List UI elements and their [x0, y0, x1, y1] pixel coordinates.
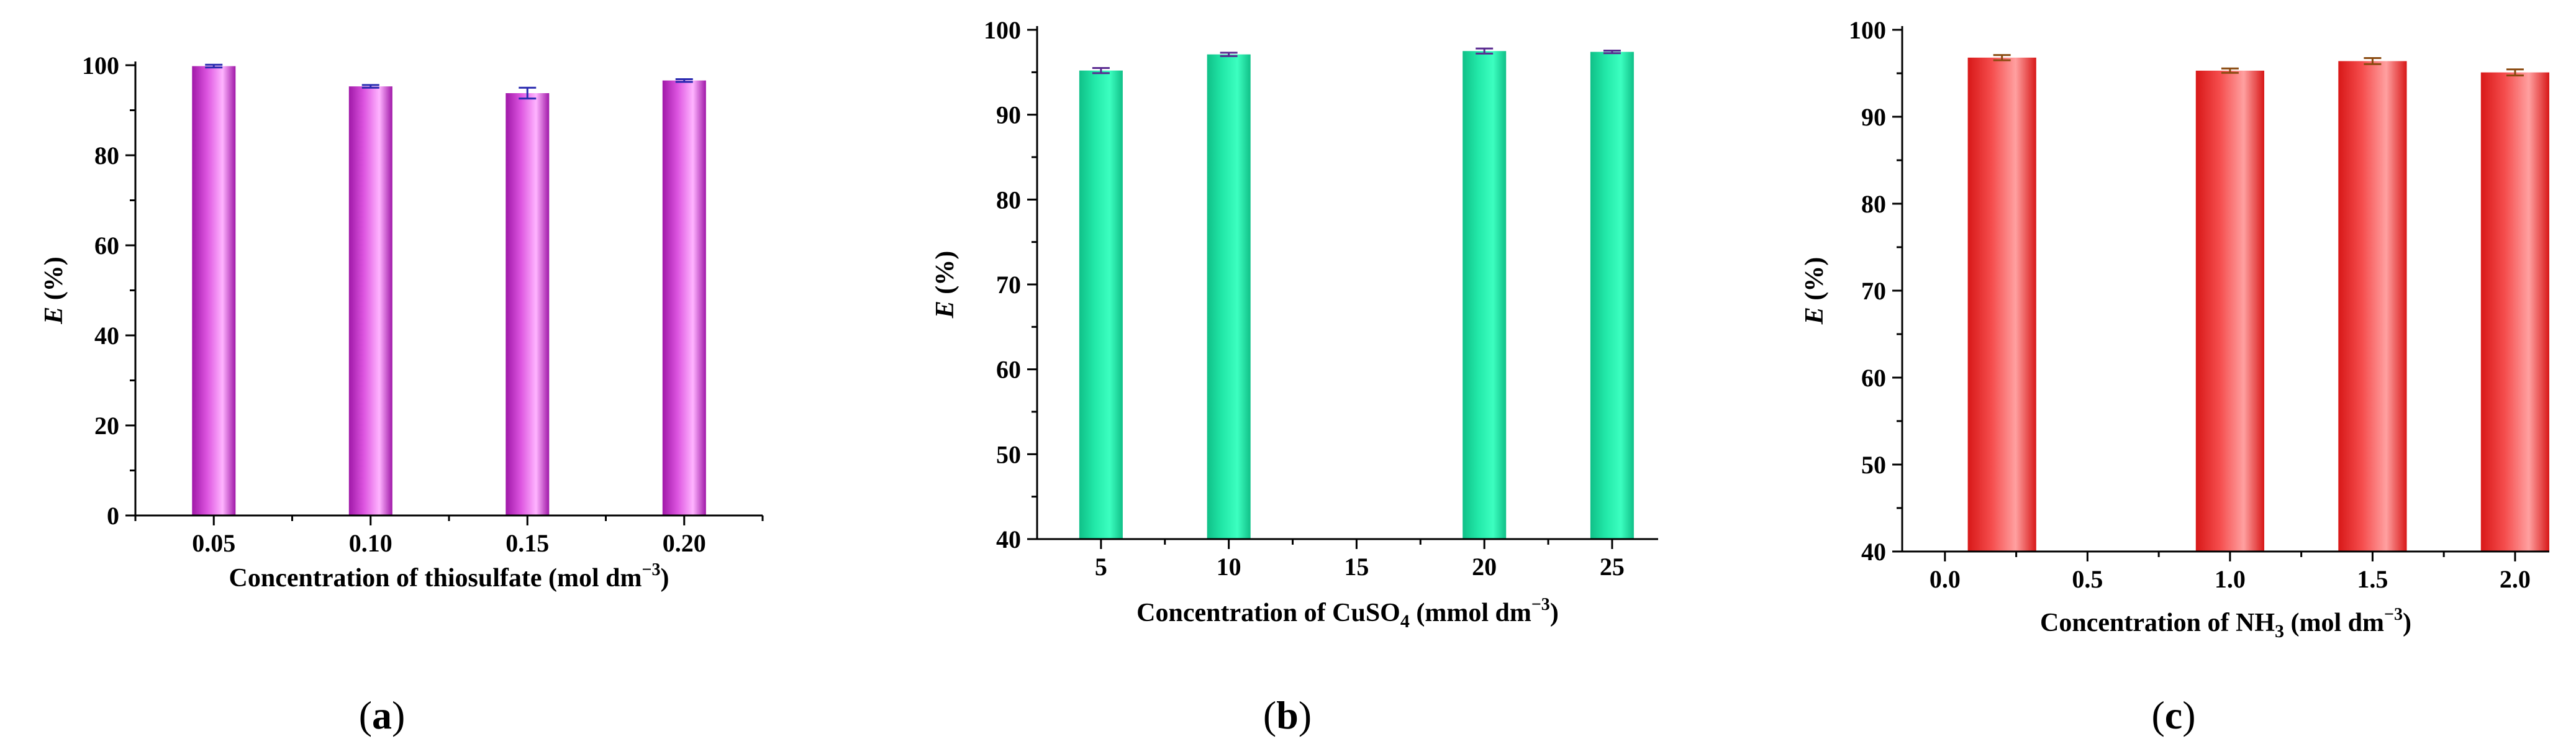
error-bar-b-0	[1092, 67, 1110, 75]
panel-label-c: (c)	[2151, 693, 2195, 737]
bar-a-3	[662, 80, 706, 516]
x-tick-label-c: 2.0	[2500, 565, 2531, 593]
x-tick-label-c: 1.0	[2215, 565, 2246, 593]
x-tick-label-a: 0.10	[349, 529, 392, 557]
y-tick-label-c: 40	[1861, 538, 1886, 566]
error-bar-b-3	[1603, 49, 1621, 55]
x-tick-label-a: 0.05	[192, 529, 235, 557]
error-bar-b-1	[1220, 52, 1238, 57]
error-bar-a-0	[205, 63, 223, 69]
y-axis-title-b: E (%)	[931, 251, 959, 319]
x-tick-label-c: 0.0	[1930, 565, 1961, 593]
y-tick-label-a: 0	[107, 502, 119, 530]
x-tick-label-c: 1.5	[2357, 565, 2388, 593]
bar-a-1	[348, 86, 392, 516]
panel-label-a: (a)	[359, 693, 406, 737]
y-tick-label-b: 40	[996, 525, 1021, 553]
x-tick-label-b: 5	[1095, 553, 1107, 581]
error-bar-a-1	[361, 84, 379, 89]
x-tick-label-b: 25	[1600, 553, 1625, 581]
bar-b-0	[1079, 70, 1123, 540]
chart-panel-c: 40 50 60 70 80 90 100 0.0 0.5 1.0 1.5 2.0 Concentrat…	[1800, 16, 2549, 642]
bar-a-0	[192, 66, 236, 515]
bar-b-3	[1590, 52, 1634, 539]
y-axis-title-a: E (%)	[40, 256, 68, 325]
error-bar-b-2	[1476, 47, 1494, 55]
y-tick-label-a: 20	[94, 412, 119, 440]
x-tick-label-b: 15	[1344, 553, 1369, 581]
y-tick-label-b: 70	[996, 271, 1021, 299]
y-axis-title-c: E (%)	[1800, 257, 1829, 325]
y-tick-label-a: 100	[82, 52, 119, 79]
bar-c-1	[2195, 70, 2264, 552]
y-tick-label-b: 90	[996, 101, 1021, 129]
x-tick-label-b: 20	[1472, 553, 1497, 581]
error-bar-c-2	[2364, 57, 2382, 65]
y-tick-label-a: 40	[94, 322, 119, 350]
y-tick-label-b: 100	[984, 16, 1021, 44]
error-bar-c-3	[2506, 68, 2524, 76]
panel-label-b: (b)	[1263, 693, 1312, 737]
chart-panel-a: 0 20 40 60 80 100 0.05 0.10 0.15 0.20 Concentratio…	[40, 52, 764, 592]
y-tick-label-a: 80	[94, 142, 119, 170]
y-tick-label-c: 80	[1861, 190, 1886, 218]
y-tick-label-b: 50	[996, 440, 1021, 468]
bar-c-2	[2338, 61, 2407, 552]
bar-c-3	[2480, 72, 2549, 552]
error-bar-a-3	[675, 78, 693, 83]
error-bar-c-1	[2221, 67, 2239, 74]
y-tick-label-b: 60	[996, 356, 1021, 384]
error-bar-c-0	[1993, 54, 2011, 61]
x-tick-label-b: 10	[1217, 553, 1241, 581]
error-bar-a-2	[519, 86, 537, 100]
bar-c-0	[1967, 57, 2036, 552]
bar-a-2	[506, 93, 550, 515]
y-tick-label-a: 60	[94, 232, 119, 260]
y-tick-label-c: 50	[1861, 451, 1886, 479]
bar-b-2	[1463, 51, 1507, 539]
y-tick-label-c: 100	[1849, 16, 1886, 44]
x-tick-label-c: 0.5	[2072, 565, 2103, 593]
y-tick-label-c: 70	[1861, 277, 1886, 305]
x-axis-title-a: Concentration of thiosulfate (mol dm−3)	[229, 560, 669, 592]
x-tick-label-a: 0.20	[663, 529, 706, 557]
bar-b-1	[1207, 54, 1251, 540]
chart-panel-b: 40 50 60 70 80 90 100 5 10 15 20 25 Concentration of…	[931, 16, 1658, 632]
x-tick-label-a: 0.15	[506, 529, 549, 557]
x-axis-title-c: Concentration of NH3 (mol dm−3)	[2040, 605, 2411, 642]
x-axis-title-b: Concentration of CuSO4 (mmol dm−3)	[1136, 595, 1559, 632]
y-tick-label-b: 80	[996, 186, 1021, 214]
y-tick-label-c: 90	[1861, 103, 1886, 131]
y-tick-label-c: 60	[1861, 364, 1886, 392]
